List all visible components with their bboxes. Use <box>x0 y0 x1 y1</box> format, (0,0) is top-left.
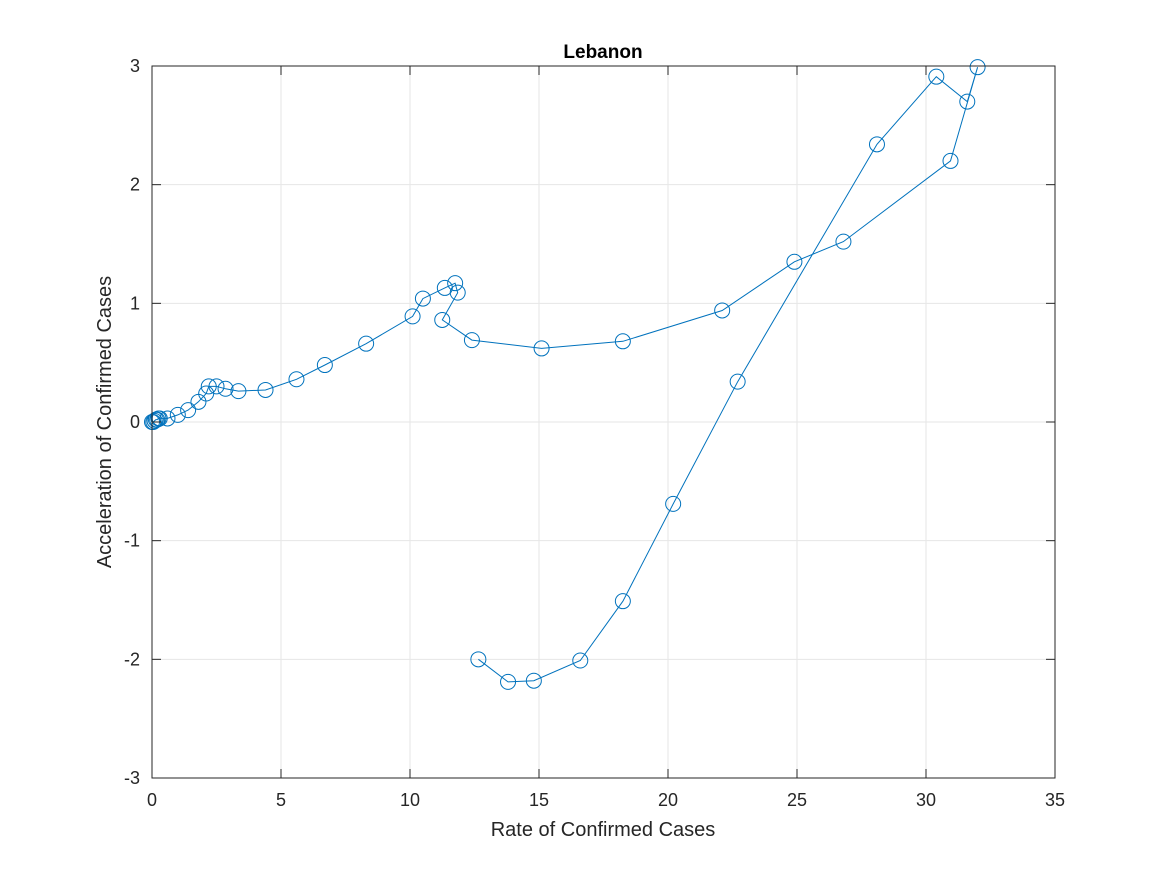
data-point-marker <box>500 673 517 690</box>
y-tick-label: 0 <box>130 412 140 432</box>
data-point-marker <box>404 308 421 325</box>
data-point-marker <box>447 275 464 292</box>
y-tick-label: 1 <box>130 293 140 313</box>
data-point-marker <box>835 233 852 250</box>
data-point-marker <box>463 332 480 349</box>
data-point-marker <box>288 371 305 388</box>
x-tick-label: 30 <box>916 790 936 810</box>
series-line <box>152 67 979 683</box>
data-point-marker <box>928 68 945 85</box>
data-point-marker <box>149 411 166 428</box>
data-point-marker <box>414 290 431 307</box>
data-point-marker <box>200 378 217 395</box>
data-point-marker <box>230 383 247 400</box>
x-tick-label: 20 <box>658 790 678 810</box>
data-point-marker <box>180 402 197 419</box>
chart-title: Lebanon <box>563 42 642 63</box>
data-point-marker <box>572 652 589 669</box>
data-point-marker <box>208 378 225 395</box>
ticks: 0 5 10 15 20 25 30 35 -3 -2 -1 0 1 2 3 <box>124 56 1065 810</box>
data-point-marker <box>714 302 731 319</box>
x-tick-label: 35 <box>1045 790 1065 810</box>
data-point-marker <box>434 311 451 328</box>
x-tick-label: 15 <box>529 790 549 810</box>
y-tick-label: -2 <box>124 649 140 669</box>
x-tick-label: 25 <box>787 790 807 810</box>
data-point-marker <box>614 333 631 350</box>
data-point-marker <box>159 410 176 427</box>
y-tick-label: 2 <box>130 175 140 195</box>
data-point-marker <box>257 381 274 398</box>
data-point-marker <box>169 406 186 423</box>
data-point-marker <box>316 357 333 374</box>
y-tick-label: 3 <box>130 56 140 76</box>
data-point-marker <box>614 593 631 610</box>
x-tick-label: 10 <box>400 790 420 810</box>
data-point-marker <box>358 335 375 352</box>
data-point-marker <box>525 672 542 689</box>
x-tick-label: 0 <box>147 790 157 810</box>
y-tick-label: -1 <box>124 531 140 551</box>
data-point-marker <box>959 93 976 110</box>
y-tick-label: -3 <box>124 768 140 788</box>
data-point-marker <box>470 651 487 668</box>
data-point-marker <box>217 380 234 397</box>
x-axis-label: Rate of Confirmed Cases <box>491 819 716 841</box>
grid <box>152 66 1055 778</box>
data-point-marker <box>868 136 885 153</box>
y-axis-label: Acceleration of Confirmed Cases <box>94 276 116 568</box>
x-tick-label: 5 <box>276 790 286 810</box>
data-point-marker <box>942 152 959 169</box>
data-point-marker <box>533 340 550 357</box>
data-point-marker <box>969 59 986 76</box>
data-point-marker <box>786 253 803 270</box>
data-point-marker <box>449 284 466 301</box>
data-point-marker <box>729 373 746 390</box>
data-point-marker <box>665 495 682 512</box>
